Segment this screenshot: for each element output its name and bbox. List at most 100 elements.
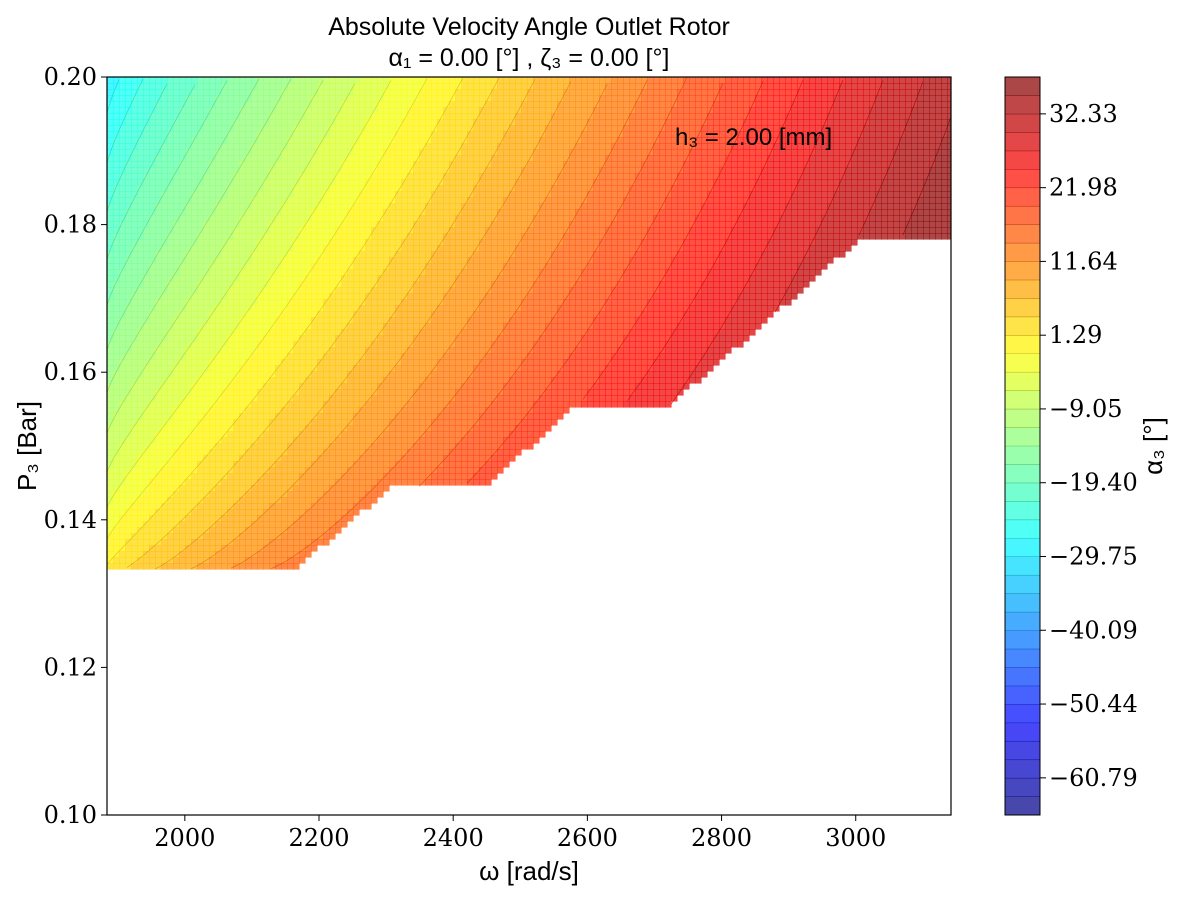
contour-cell: [539, 83, 546, 90]
contour-cell: [617, 125, 624, 132]
contour-cell: [767, 209, 774, 216]
contour-cell: [761, 251, 768, 258]
contour-cell: [905, 221, 912, 228]
contour-cell: [323, 269, 330, 276]
contour-cell: [731, 221, 738, 228]
contour-cell: [551, 203, 558, 210]
contour-cell: [173, 137, 180, 144]
contour-cell: [851, 101, 858, 108]
contour-cell: [245, 233, 252, 240]
contour-cell: [875, 221, 882, 228]
contour-cell: [155, 125, 162, 132]
contour-cell: [599, 203, 606, 210]
contour-cell: [209, 227, 216, 234]
contour-cell: [599, 113, 606, 120]
contour-cell: [287, 281, 294, 288]
contour-cell: [701, 191, 708, 198]
contour-cell: [851, 239, 858, 246]
contour-cell: [545, 131, 552, 138]
contour-cell: [221, 179, 228, 186]
contour-cell: [623, 149, 630, 156]
contour-cell: [119, 113, 126, 120]
contour-cell: [263, 137, 270, 144]
contour-cell: [407, 287, 414, 294]
contour-cell: [899, 221, 906, 228]
contour-cell: [917, 203, 924, 210]
contour-cell: [119, 203, 126, 210]
contour-cell: [875, 167, 882, 174]
contour-cell: [161, 113, 168, 120]
contour-cell: [557, 275, 564, 282]
contour-cell: [275, 143, 282, 150]
contour-cell: [917, 215, 924, 222]
contour-cell: [149, 125, 156, 132]
contour-cell: [257, 215, 264, 222]
contour-cell: [479, 149, 486, 156]
contour-cell: [947, 227, 951, 234]
contour-cell: [455, 275, 462, 282]
contour-cell: [113, 197, 120, 204]
contour-cell: [113, 125, 120, 132]
contour-cell: [587, 221, 594, 228]
contour-cell: [251, 89, 258, 96]
contour-cell: [629, 203, 636, 210]
contour-cell: [143, 179, 150, 186]
contour-cell: [179, 179, 186, 186]
contour-cell: [833, 125, 840, 132]
contour-cell: [875, 173, 882, 180]
contour-cell: [353, 191, 360, 198]
contour-cell: [221, 173, 228, 180]
contour-cell: [311, 125, 318, 132]
contour-cell: [605, 191, 612, 198]
contour-cell: [491, 293, 498, 300]
contour-cell: [431, 143, 438, 150]
contour-cell: [317, 233, 324, 240]
contour-cell: [905, 95, 912, 102]
contour-cell: [605, 89, 612, 96]
contour-cell: [593, 155, 600, 162]
contour-cell: [251, 185, 258, 192]
contour-cell: [227, 155, 234, 162]
contour-cell: [887, 113, 894, 120]
contour-cell: [371, 233, 378, 240]
contour-cell: [527, 257, 534, 264]
contour-cell: [899, 83, 906, 90]
contour-cell: [497, 95, 504, 102]
contour-cell: [239, 173, 246, 180]
contour-cell: [779, 161, 786, 168]
contour-cell: [719, 161, 726, 168]
contour-cell: [617, 77, 624, 84]
contour-cell: [473, 191, 480, 198]
contour-cell: [611, 83, 618, 90]
contour-cell: [767, 215, 774, 222]
contour-cell: [713, 281, 720, 288]
contour-cell: [257, 131, 264, 138]
contour-cell: [935, 125, 942, 132]
contour-cell: [647, 275, 654, 282]
contour-cell: [863, 101, 870, 108]
contour-cell: [941, 137, 948, 144]
contour-cell: [707, 77, 714, 84]
contour-cell: [677, 119, 684, 126]
contour-cell: [569, 221, 576, 228]
contour-cell: [605, 251, 612, 258]
contour-cell: [797, 263, 804, 270]
contour-cell: [707, 263, 714, 270]
contour-cell: [857, 77, 864, 84]
contour-cell: [725, 191, 732, 198]
contour-cell: [563, 167, 570, 174]
contour-cell: [641, 263, 648, 270]
contour-cell: [263, 221, 270, 228]
contour-cell: [503, 281, 510, 288]
contour-cell: [611, 185, 618, 192]
contour-cell: [749, 245, 756, 252]
contour-cell: [299, 101, 306, 108]
contour-cell: [317, 227, 324, 234]
contour-cell: [137, 179, 144, 186]
contour-cell: [359, 233, 366, 240]
contour-cell: [197, 179, 204, 186]
contour-cell: [665, 95, 672, 102]
contour-cell: [293, 113, 300, 120]
contour-cell: [269, 107, 276, 114]
contour-cell: [515, 197, 522, 204]
